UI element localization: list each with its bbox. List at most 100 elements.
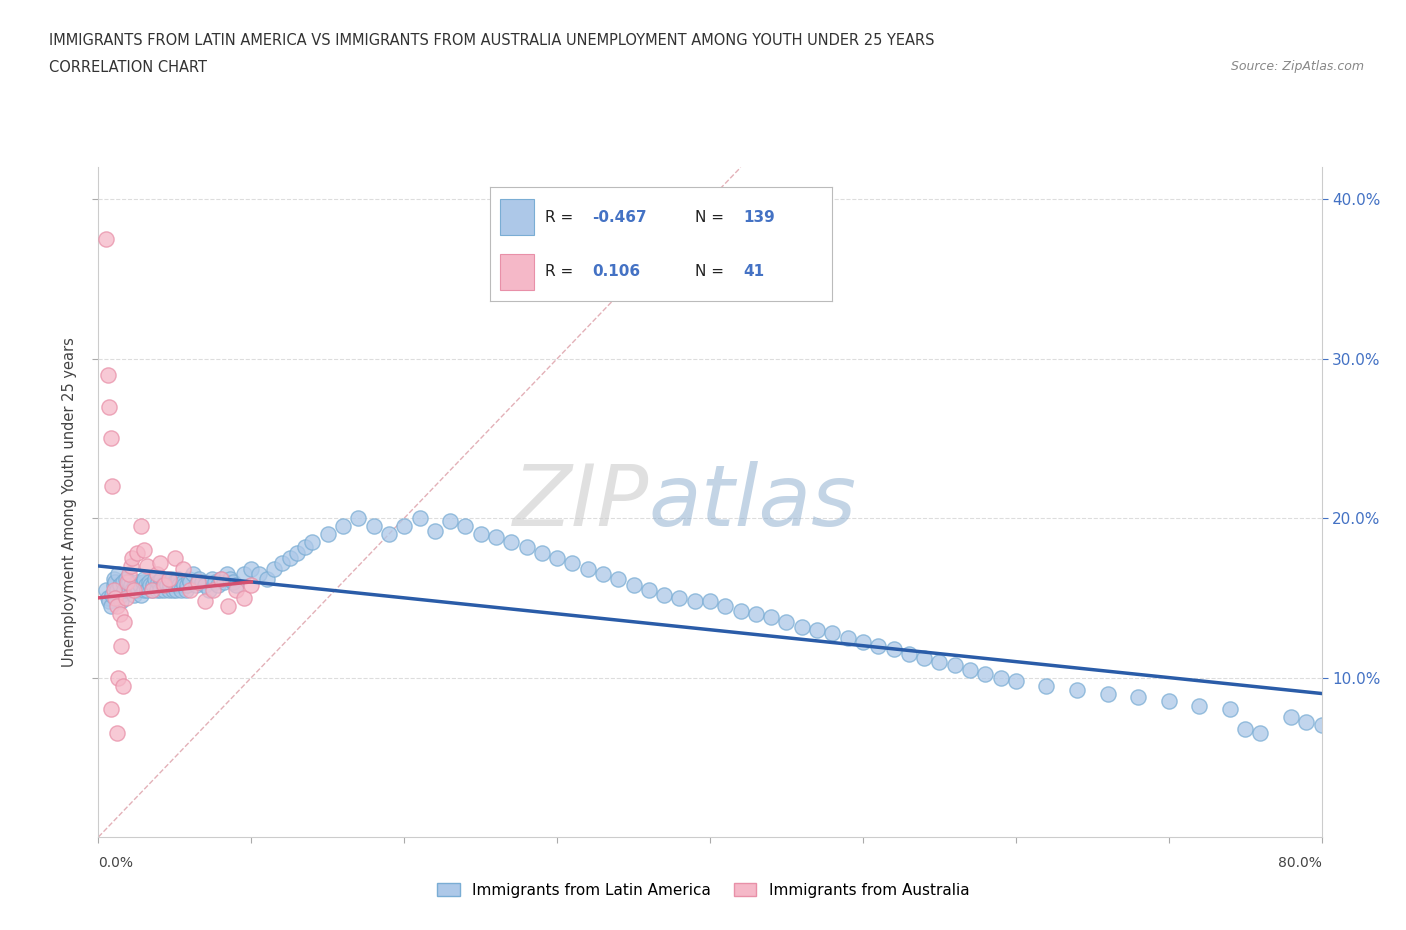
- Point: [219, 571, 242, 586]
- Point: [98, 593, 121, 608]
- Point: [104, 591, 127, 605]
- Point: [110, 587, 132, 602]
- Point: [117, 575, 139, 590]
- Point: [181, 566, 204, 581]
- Point: [207, 578, 229, 592]
- Y-axis label: Unemployment Among Youth under 25 years: Unemployment Among Youth under 25 years: [62, 338, 77, 667]
- Point: [247, 566, 270, 581]
- Point: [165, 582, 187, 597]
- Point: [152, 578, 174, 592]
- Point: [546, 551, 568, 565]
- Point: [118, 575, 141, 590]
- Point: [150, 571, 173, 586]
- Text: ZIP: ZIP: [513, 460, 650, 544]
- Point: [143, 571, 166, 586]
- Point: [1128, 689, 1150, 704]
- Point: [561, 555, 583, 570]
- Point: [912, 651, 935, 666]
- Point: [135, 578, 157, 592]
- Point: [111, 678, 134, 693]
- Point: [105, 726, 128, 741]
- Point: [1004, 673, 1026, 688]
- Point: [516, 539, 538, 554]
- Point: [136, 582, 159, 597]
- Point: [107, 566, 129, 581]
- Point: [714, 598, 737, 613]
- Point: [200, 571, 222, 586]
- Point: [103, 571, 125, 586]
- Text: CORRELATION CHART: CORRELATION CHART: [49, 60, 207, 75]
- Point: [576, 562, 599, 577]
- Point: [745, 606, 768, 621]
- Point: [142, 578, 165, 592]
- Point: [759, 609, 782, 624]
- Point: [868, 638, 890, 653]
- Point: [174, 582, 197, 597]
- Point: [928, 654, 950, 669]
- Point: [153, 578, 176, 592]
- Point: [699, 593, 721, 608]
- Point: [378, 526, 401, 541]
- Point: [127, 582, 149, 597]
- Point: [115, 571, 138, 586]
- Point: [176, 578, 198, 592]
- Point: [209, 571, 232, 586]
- Point: [134, 571, 156, 586]
- Point: [112, 582, 135, 597]
- Point: [1188, 698, 1211, 713]
- Point: [110, 593, 132, 608]
- Point: [215, 566, 238, 581]
- Point: [232, 566, 254, 581]
- Point: [156, 578, 179, 592]
- Point: [125, 546, 148, 561]
- Point: [117, 578, 139, 592]
- Point: [94, 582, 117, 597]
- Text: Source: ZipAtlas.com: Source: ZipAtlas.com: [1230, 60, 1364, 73]
- Point: [162, 582, 184, 597]
- Point: [821, 626, 844, 641]
- Point: [111, 575, 134, 590]
- Point: [730, 604, 752, 618]
- Point: [153, 582, 176, 597]
- Point: [173, 578, 195, 592]
- Point: [1249, 726, 1271, 741]
- Point: [683, 593, 706, 608]
- Point: [1035, 678, 1057, 693]
- Text: 0.0%: 0.0%: [98, 856, 134, 870]
- Point: [852, 635, 875, 650]
- Point: [974, 667, 997, 682]
- Point: [623, 578, 645, 592]
- Point: [1219, 702, 1241, 717]
- Point: [145, 582, 167, 597]
- Point: [157, 582, 180, 597]
- Point: [163, 578, 186, 592]
- Point: [163, 551, 186, 565]
- Point: [124, 578, 146, 592]
- Point: [204, 575, 226, 590]
- Point: [100, 598, 122, 613]
- Point: [263, 562, 285, 577]
- Legend: Immigrants from Latin America, Immigrants from Australia: Immigrants from Latin America, Immigrant…: [430, 876, 976, 904]
- Point: [883, 642, 905, 657]
- Point: [141, 582, 163, 597]
- Point: [134, 542, 156, 557]
- Point: [806, 622, 828, 637]
- Point: [212, 575, 235, 590]
- Point: [470, 526, 492, 541]
- Point: [637, 582, 661, 597]
- Point: [194, 578, 217, 592]
- Point: [103, 582, 125, 597]
- Point: [990, 671, 1012, 685]
- Point: [607, 571, 630, 586]
- Point: [121, 551, 143, 565]
- Point: [897, 646, 920, 661]
- Point: [332, 519, 354, 534]
- Point: [1097, 686, 1119, 701]
- Point: [1157, 694, 1180, 709]
- Text: 80.0%: 80.0%: [1278, 856, 1322, 870]
- Point: [97, 367, 120, 382]
- Point: [454, 519, 477, 534]
- Point: [439, 514, 461, 529]
- Point: [270, 555, 292, 570]
- Point: [120, 559, 142, 574]
